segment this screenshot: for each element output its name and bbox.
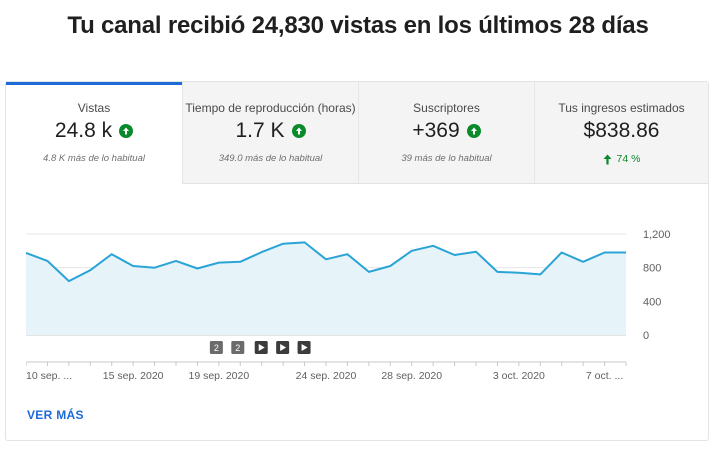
analytics-card: Vistas 24.8 k 4.8 K más de lo habitual T… — [5, 81, 709, 441]
x-tick-label: 3 oct. 2020 — [493, 370, 545, 382]
x-tick-label: 24 sep. 2020 — [296, 370, 357, 382]
metric-tabs: Vistas 24.8 k 4.8 K más de lo habitual T… — [6, 82, 708, 185]
x-tick-label: 15 sep. 2020 — [103, 370, 164, 382]
numbered-marker-label: 2 — [214, 343, 219, 353]
tab-watch-time-value: 1.7 K — [235, 119, 285, 142]
y-tick-label: 1,200 — [643, 229, 671, 241]
arrow-up-circle-icon — [466, 124, 481, 138]
tab-views-title: Vistas — [77, 101, 111, 115]
x-tick-label: 19 sep. 2020 — [188, 370, 249, 382]
tab-revenue-growth-value: 74 % — [616, 153, 641, 165]
series-line — [26, 241, 626, 283]
tab-revenue-growth: 74 % — [535, 153, 708, 165]
play-icon — [301, 344, 308, 351]
tab-revenue-value-row: $838.86 — [535, 119, 708, 143]
numbered-marker[interactable] — [231, 341, 245, 354]
arrow-up-icon — [603, 154, 612, 164]
see-more-link[interactable]: VER MÁS — [27, 408, 84, 422]
tab-views-value-row: 24.8 k — [6, 119, 182, 143]
area-fill — [26, 242, 626, 335]
tab-views[interactable]: Vistas 24.8 k 4.8 K más de lo habitual — [6, 82, 182, 184]
numbered-marker-label: 2 — [235, 343, 240, 353]
play-icon — [258, 344, 265, 351]
tab-watch-time-subtext: 349.0 más de lo habitual — [218, 153, 323, 164]
x-tick-label: 7 oct. ... — [586, 370, 623, 382]
tab-subscribers-subtext: 39 más de lo habitual — [401, 153, 492, 164]
tab-views-value: 24.8 k — [54, 119, 113, 142]
tab-subscribers-value-row: +369 — [359, 119, 534, 143]
play-icon — [280, 344, 287, 351]
tab-subscribers[interactable]: Suscriptores +369 39 más de lo habitual — [358, 82, 534, 184]
x-tick-label: 28 sep. 2020 — [381, 370, 442, 382]
tab-watch-time[interactable]: Tiempo de reproducción (horas) 1.7 K 349… — [182, 82, 358, 184]
arrow-up-circle-icon — [119, 124, 134, 138]
views-chart: 1,200 800 400 0 10 sep. ... 15 sep. 2020 19 se… — [26, 229, 671, 382]
tab-revenue-value: $838.86 — [583, 119, 660, 142]
x-tick-label: 10 sep. ... — [26, 370, 72, 382]
arrow-up-circle-icon — [291, 124, 306, 138]
tab-subscribers-title: Suscriptores — [413, 101, 480, 115]
numbered-marker[interactable] — [209, 341, 223, 354]
page-title: Tu canal recibió 24,830 vistas en los úl… — [67, 12, 649, 39]
y-tick-label: 400 — [643, 296, 661, 308]
tab-watch-time-value-row: 1.7 K — [183, 119, 358, 143]
tab-revenue[interactable]: Tus ingresos estimados $838.86 74 % — [534, 82, 708, 184]
tab-subscribers-value: +369 — [412, 119, 460, 142]
y-tick-label: 0 — [643, 330, 649, 342]
tab-watch-time-title: Tiempo de reproducción (horas) — [185, 101, 356, 115]
y-tick-label: 800 — [643, 263, 661, 275]
tab-views-subtext: 4.8 K más de lo habitual — [43, 153, 145, 164]
tab-revenue-title: Tus ingresos estimados — [558, 101, 685, 115]
